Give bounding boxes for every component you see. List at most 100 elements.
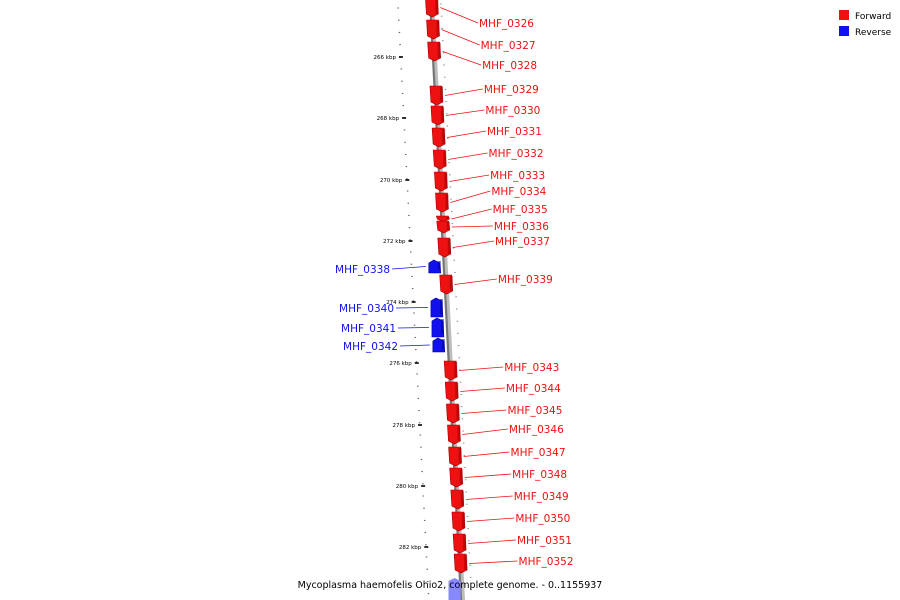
gene-arrow-shape[interactable] — [437, 237, 452, 258]
gene-arrow-shape[interactable] — [429, 85, 444, 106]
gene-arrow-shade — [443, 151, 447, 166]
gene-arrow-shape[interactable] — [430, 105, 445, 126]
gene-partial-reverse[interactable] — [448, 578, 461, 600]
gene-label[interactable]: MHF_0330 — [485, 105, 540, 117]
gene-mhf-0344[interactable]: MHF_0344 — [444, 381, 561, 402]
gene-mhf-0329[interactable]: MHF_0329 — [429, 84, 539, 106]
gene-arrow-shape[interactable] — [447, 424, 461, 445]
gene-mhf-0339[interactable]: MHF_0339 — [439, 274, 553, 295]
gene-mhf-0347[interactable]: MHF_0347 — [448, 446, 566, 467]
gene-label[interactable]: MHF_0352 — [519, 556, 574, 568]
gene-label[interactable]: MHF_0346 — [509, 424, 564, 436]
gene-mhf-0327[interactable]: MHF_0327 — [426, 19, 536, 52]
tick-label: 272 kbp — [383, 239, 406, 245]
gene-arrow-shade — [436, 21, 440, 36]
legend-label: Reverse — [855, 28, 892, 38]
major-ticks: 266 kbp 268 kbp 270 kbp 272 kbp 274 kbp 276 k… — [374, 55, 429, 551]
gene-mhf-0335[interactable]: MHF_0335 — [435, 204, 548, 223]
gene-label[interactable]: MHF_0341 — [341, 323, 396, 335]
gene-mhf-0346[interactable]: MHF_0346 — [447, 424, 564, 445]
gene-arrow-shape[interactable] — [427, 41, 441, 62]
gene-label[interactable]: MHF_0339 — [498, 274, 553, 286]
gene-mhf-0328[interactable]: MHF_0328 — [427, 41, 537, 72]
gene-arrow-shape[interactable] — [444, 381, 459, 402]
gene-arrow-shape[interactable] — [434, 171, 448, 192]
gene-mhf-0334[interactable]: MHF_0334 — [435, 186, 547, 213]
gene-arrow-shade — [442, 129, 446, 144]
gene-arrow-shade — [456, 405, 460, 420]
gene-mhf-0343[interactable]: MHF_0343 — [443, 360, 559, 381]
gene-label[interactable]: MHF_0336 — [494, 221, 549, 233]
gene-leader-line — [463, 451, 510, 457]
gene-label[interactable]: MHF_0338 — [335, 264, 390, 276]
gene-mhf-0338[interactable]: MHF_0338 — [335, 259, 442, 276]
gene-leader-line — [461, 409, 507, 414]
gene-mhf-0333[interactable]: MHF_0333 — [434, 170, 545, 192]
gene-features[interactable]: MHF_0326 MHF_0327 MHF_0328 MHF_0329 MHF_0330… — [335, 0, 574, 600]
gene-arrow-shape[interactable] — [439, 274, 454, 295]
gene-arrow-shape[interactable] — [450, 489, 465, 510]
gene-arrow-shade — [441, 339, 445, 349]
gene-arrow-shape[interactable] — [426, 19, 440, 40]
gene-arrow-shade — [463, 535, 467, 550]
gene-label[interactable]: MHF_0350 — [515, 513, 570, 525]
gene-mhf-0341[interactable]: MHF_0341 — [341, 317, 445, 338]
gene-label[interactable]: MHF_0344 — [506, 383, 561, 395]
gene-arrow-shade — [440, 107, 444, 122]
gene-label[interactable]: MHF_0329 — [484, 84, 539, 96]
gene-mhf-0350[interactable]: MHF_0350 — [451, 511, 570, 532]
gene-arrow-shape[interactable] — [448, 446, 462, 467]
gene-mhf-0349[interactable]: MHF_0349 — [450, 489, 569, 510]
gene-arrow-shape[interactable] — [453, 553, 468, 574]
gene-mhf-0348[interactable]: MHF_0348 — [449, 467, 567, 488]
gene-mhf-0331[interactable]: MHF_0331 — [431, 126, 542, 148]
gene-label[interactable]: MHF_0342 — [343, 341, 398, 353]
gene-arrow-shape[interactable] — [452, 533, 467, 554]
gene-arrow-shape[interactable] — [446, 403, 460, 424]
gene-label[interactable]: MHF_0331 — [487, 126, 542, 138]
gene-mhf-0330[interactable]: MHF_0330 — [430, 105, 540, 126]
gene-mhf-0336[interactable]: MHF_0336 — [436, 220, 549, 234]
gene-label[interactable]: MHF_0349 — [514, 491, 569, 503]
gene-arrow-shape[interactable] — [435, 192, 449, 213]
gene-label[interactable]: MHF_0334 — [491, 186, 546, 198]
gene-arrow-shape[interactable] — [443, 360, 458, 381]
gene-leader-line — [468, 539, 517, 544]
gene-mhf-0352[interactable]: MHF_0352 — [453, 553, 574, 574]
gene-label[interactable]: MHF_0340 — [339, 303, 394, 315]
gene-mhf-0351[interactable]: MHF_0351 — [452, 533, 572, 554]
gene-arrow-shape[interactable] — [431, 127, 446, 148]
gene-mhf-0340[interactable]: MHF_0340 — [339, 297, 444, 318]
gene-leader-line — [445, 109, 485, 116]
gene-label[interactable]: MHF_0326 — [479, 18, 534, 30]
gene-mhf-0337[interactable]: MHF_0337 — [437, 236, 550, 258]
gene-label[interactable]: MHF_0332 — [489, 148, 544, 160]
gene-arrow-shape[interactable] — [449, 467, 463, 488]
gene-label[interactable]: MHF_0351 — [517, 535, 572, 547]
gene-label[interactable]: MHF_0343 — [504, 362, 559, 374]
gene-mhf-0326[interactable]: MHF_0326 — [425, 0, 534, 30]
gene-label[interactable]: MHF_0328 — [482, 60, 537, 72]
gene-arrow-shape[interactable] — [451, 511, 466, 532]
gene-label[interactable]: MHF_0347 — [511, 447, 566, 459]
gene-arrow-shade — [455, 383, 459, 398]
gene-label[interactable]: MHF_0337 — [495, 236, 550, 248]
gene-arrow-shape[interactable] — [435, 215, 450, 223]
genome-caption: Mycoplasma haemofelis Ohio2, complete ge… — [298, 580, 603, 591]
gene-mhf-0332[interactable]: MHF_0332 — [432, 148, 544, 170]
gene-label[interactable]: MHF_0348 — [512, 469, 567, 481]
gene-label[interactable]: MHF_0335 — [493, 204, 548, 216]
gene-label[interactable]: MHF_0345 — [507, 405, 562, 417]
gene-label[interactable]: MHF_0327 — [481, 40, 536, 52]
gene-leader-line — [460, 387, 505, 392]
gene-leader-line — [444, 88, 483, 96]
tick-label: 274 kbp — [386, 300, 409, 306]
gene-mhf-0345[interactable]: MHF_0345 — [446, 403, 562, 424]
gene-arrow-shape[interactable] — [425, 0, 439, 18]
gene-arrow-shape[interactable] — [432, 149, 447, 170]
gene-mhf-0342[interactable]: MHF_0342 — [343, 337, 446, 353]
legend-label: Forward — [855, 12, 891, 22]
gene-label[interactable]: MHF_0333 — [490, 170, 545, 182]
gene-arrow-shape[interactable] — [436, 220, 451, 234]
